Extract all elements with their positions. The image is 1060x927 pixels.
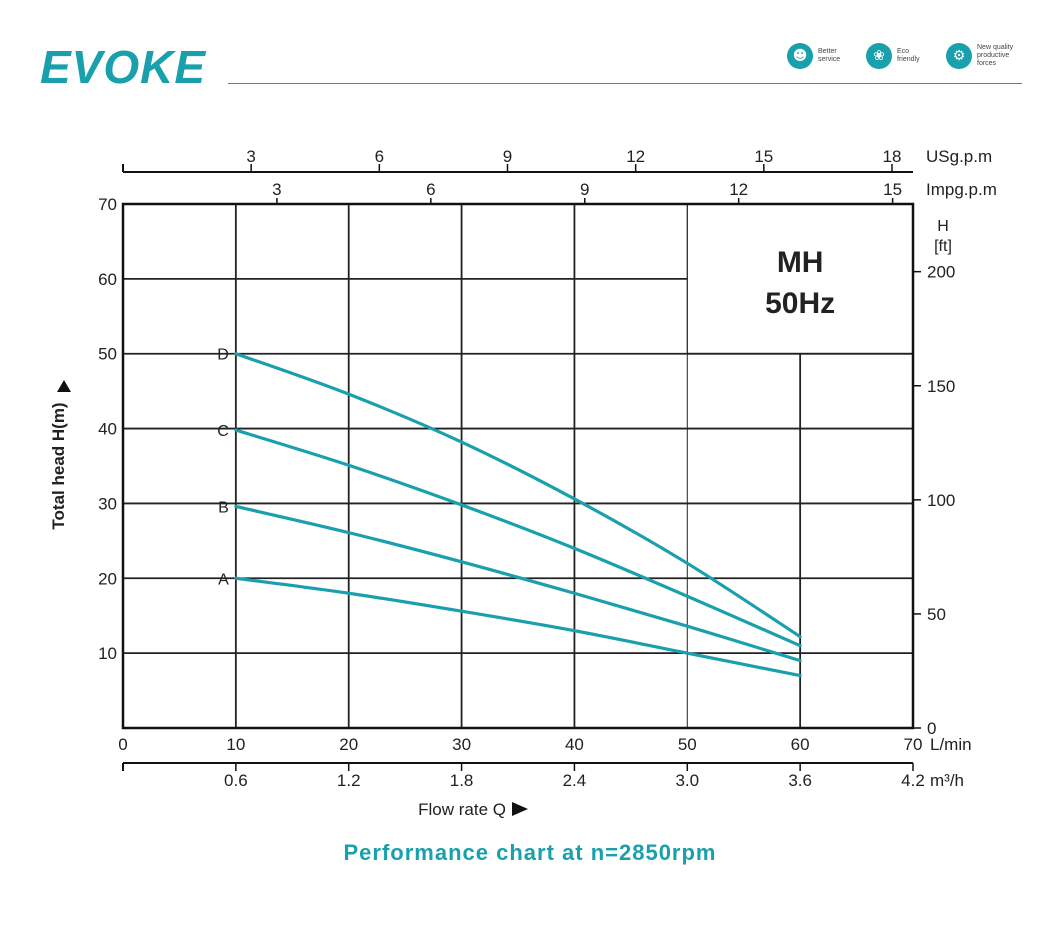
series-line-a <box>234 576 802 678</box>
x-axis-arrow-icon <box>512 802 528 816</box>
leaf-globe-icon: ❀ <box>866 43 892 69</box>
y-axis-arrow-icon <box>57 380 71 392</box>
usgpm-tick-label: 18 <box>883 147 902 166</box>
badge-eco-friendly: ❀ Eco friendly <box>866 43 920 69</box>
y-tick-label: 10 <box>98 644 117 663</box>
m3h-tick-label: 1.2 <box>337 771 361 790</box>
x-tick-label: 50 <box>678 735 697 754</box>
y-axis-title: Total head H(m) <box>49 402 68 529</box>
badge-label: Eco friendly <box>897 48 920 63</box>
impgpm-tick-label: 9 <box>580 180 589 199</box>
impgpm-tick-label: 6 <box>426 180 435 199</box>
brand-logo: EVOKE <box>40 41 207 93</box>
usgpm-tick-label: 6 <box>375 147 384 166</box>
support-person-icon: ☻ <box>787 43 813 69</box>
usgpm-tick-label: 3 <box>246 147 255 166</box>
badge-label: Better service <box>818 48 841 63</box>
impgpm-tick-label: 3 <box>272 180 281 199</box>
y-tick-label: 40 <box>98 420 117 439</box>
series-label: C <box>217 423 229 440</box>
series-line-b <box>234 504 802 663</box>
m3h-tick-label: 4.2 <box>901 771 925 790</box>
x-unit-lmin: L/min <box>930 735 972 754</box>
x-unit-impgpm: Impg.p.m <box>926 180 997 199</box>
ft-tick-label: 50 <box>927 605 946 624</box>
x-unit-usgpm: USg.p.m <box>926 147 992 166</box>
series-line-d <box>234 352 802 639</box>
x-tick-label: 20 <box>339 735 358 754</box>
ft-tick-label: 200 <box>927 263 955 282</box>
model-frequency: 50Hz <box>765 287 835 320</box>
ft-axis-unit: [ft] <box>934 238 952 255</box>
y-tick-label: 30 <box>98 494 117 513</box>
x-tick-label: 30 <box>452 735 471 754</box>
x-unit-m3h: m³/h <box>930 771 964 790</box>
impgpm-tick-label: 15 <box>883 180 902 199</box>
usgpm-tick-label: 12 <box>626 147 645 166</box>
badge-better-service: ☻ Better service <box>787 43 840 69</box>
ft-axis-title: H <box>937 218 949 235</box>
series-label: A <box>218 571 229 588</box>
m3h-tick-label: 3.6 <box>788 771 812 790</box>
series-label: D <box>217 347 229 364</box>
impgpm-tick-label: 12 <box>729 180 748 199</box>
ft-tick-label: 0 <box>927 719 936 738</box>
m3h-tick-label: 0.6 <box>224 771 248 790</box>
badge-new-quality: ⚙ New quality productive forces <box>946 43 1013 69</box>
x-tick-label: 60 <box>791 735 810 754</box>
x-tick-label: 0 <box>118 735 127 754</box>
ft-tick-label: 100 <box>927 491 955 510</box>
header-divider <box>228 83 1022 84</box>
x-axis-title: Flow rate Q <box>418 800 506 819</box>
series-label: B <box>218 499 229 516</box>
plot-frame <box>121 202 915 730</box>
m3h-tick-label: 2.4 <box>563 771 587 790</box>
badge-label: New quality productive forces <box>977 44 1014 67</box>
x-tick-label: 10 <box>226 735 245 754</box>
chart-caption: Performance chart at n=2850rpm <box>343 840 717 865</box>
m3h-tick-label: 1.8 <box>450 771 474 790</box>
y-tick-label: 60 <box>98 270 117 289</box>
gear-icon: ⚙ <box>946 43 972 69</box>
usgpm-tick-label: 9 <box>503 147 512 166</box>
m3h-tick-label: 3.0 <box>675 771 699 790</box>
y-tick-label: 50 <box>98 345 117 364</box>
usgpm-tick-label: 15 <box>754 147 773 166</box>
model-name: MH <box>777 246 824 279</box>
x-tick-label: 40 <box>565 735 584 754</box>
ft-tick-label: 150 <box>927 377 955 396</box>
y-tick-label: 20 <box>98 569 117 588</box>
series-line-c <box>234 428 802 648</box>
x-tick-label: 70 <box>904 735 923 754</box>
y-tick-label: 70 <box>98 195 117 214</box>
